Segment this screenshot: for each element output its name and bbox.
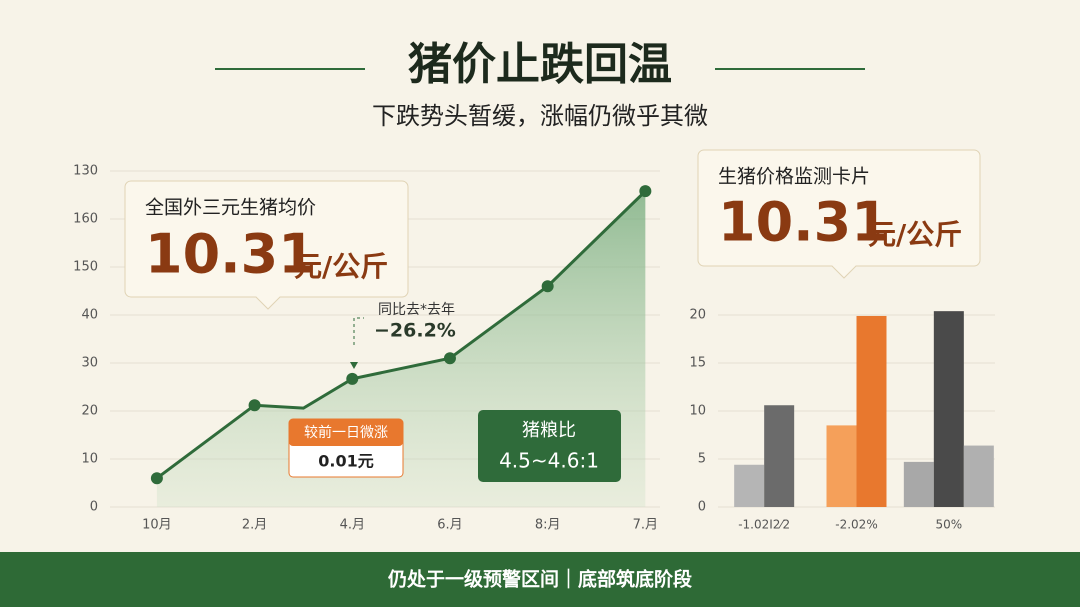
marker [443, 352, 456, 365]
y-tick-label: 40 [81, 308, 98, 323]
card-value: 10.31 [145, 223, 316, 286]
bar [903, 461, 934, 507]
y-tick-label: 20 [689, 308, 706, 323]
card-value: 10.31 [718, 191, 889, 254]
x-tick-label: -1.02I2⁄2 [738, 518, 790, 532]
bar [963, 445, 994, 507]
marker [541, 280, 554, 293]
monitor-card [697, 149, 981, 279]
footer: 仍处于一级预警区间｜底部筑底阶段 [388, 568, 693, 591]
x-tick-label: 7.月 [633, 518, 658, 533]
x-tick-label: 50% [935, 518, 962, 532]
y-tick-label: 0 [698, 500, 706, 515]
y-tick-label: 20 [81, 404, 98, 419]
bar [933, 311, 964, 507]
ratio-badge [478, 410, 621, 482]
x-tick-label: 6.月 [437, 518, 462, 533]
marker [346, 372, 359, 385]
annotation-value: −26.2% [374, 320, 456, 342]
x-tick-label: 2.月 [242, 518, 267, 533]
marker [639, 185, 652, 198]
y-tick-label: 15 [689, 356, 706, 371]
y-tick-label: 0 [90, 500, 98, 515]
y-tick-label: 5 [698, 452, 706, 467]
card-unit: 元/公斤 [868, 218, 962, 251]
card-label: 生猪价格监测卡片 [718, 166, 870, 188]
x-tick-label: -2.02% [835, 518, 877, 532]
annotation-label: 较前一日微涨 [304, 424, 388, 441]
footer-bar [0, 552, 1080, 607]
y-tick-label: 30 [81, 356, 98, 371]
change-badge-head [289, 419, 403, 446]
y-tick-label: 150 [73, 260, 98, 275]
title: 猪价止跌回温 [408, 39, 672, 90]
card-unit: 元/公斤 [294, 250, 388, 283]
marker [150, 472, 163, 485]
bar [734, 464, 765, 507]
annotation-value: 0.01元 [318, 452, 373, 471]
annotation-label: 猪粮比 [522, 420, 576, 441]
card-label: 全国外三元生猪均价 [145, 197, 316, 219]
annotation-value: 4.5~4.6:1 [499, 449, 599, 473]
annotation-label: 同比去*去年 [378, 302, 455, 318]
y-tick-label: 10 [689, 404, 706, 419]
annotation-arrow [350, 362, 358, 369]
bar [764, 405, 795, 507]
marker [248, 399, 261, 412]
annotation-leader [353, 317, 364, 345]
subtitle: 下跌势头暂缓，涨幅仍微乎其微 [372, 102, 708, 130]
y-tick-label: 10 [81, 452, 98, 467]
x-tick-label: 4.月 [340, 518, 365, 533]
x-tick-label: 8:月 [535, 518, 561, 533]
price-card [124, 180, 409, 310]
y-tick-label: 160 [73, 212, 98, 227]
x-tick-label: 10月 [142, 518, 172, 533]
y-tick-label: 130 [73, 164, 98, 179]
bar [826, 425, 857, 507]
bar [856, 315, 887, 507]
